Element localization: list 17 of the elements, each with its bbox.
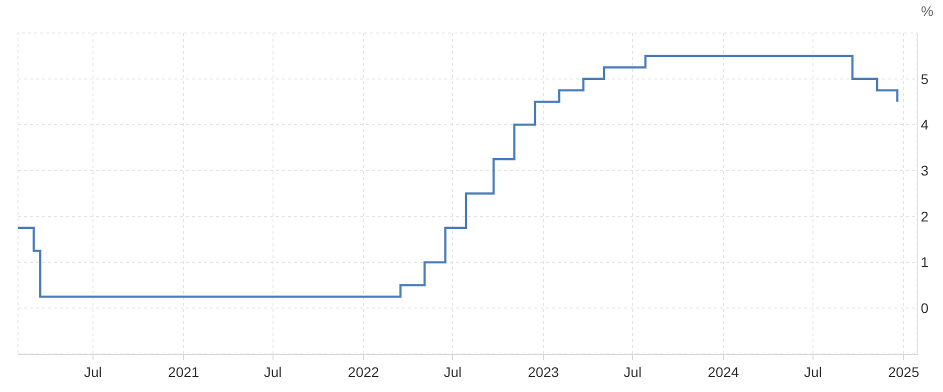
y-tick-label: 2 bbox=[920, 208, 929, 224]
y-tick-label: 4 bbox=[920, 116, 929, 133]
x-tick-label: Jul bbox=[804, 364, 822, 380]
x-tick-label: 2023 bbox=[528, 364, 560, 380]
y-tick-label: 3 bbox=[920, 162, 929, 178]
x-tick-label: 2022 bbox=[348, 364, 380, 380]
x-tick-label: Jul bbox=[84, 364, 102, 380]
x-tick-label: Jul bbox=[444, 364, 462, 380]
y-tick-label: 5 bbox=[920, 70, 929, 87]
x-tick-label: 2021 bbox=[168, 364, 200, 380]
x-tick-label: 2025 bbox=[888, 364, 920, 380]
y-tick-label: 0 bbox=[920, 300, 929, 316]
y-tick-label: 1 bbox=[920, 254, 929, 270]
x-tick-label: Jul bbox=[624, 364, 642, 380]
y-axis-title: % bbox=[921, 3, 934, 19]
x-tick-label: Jul bbox=[264, 364, 282, 380]
x-tick-label: 2024 bbox=[708, 364, 740, 380]
